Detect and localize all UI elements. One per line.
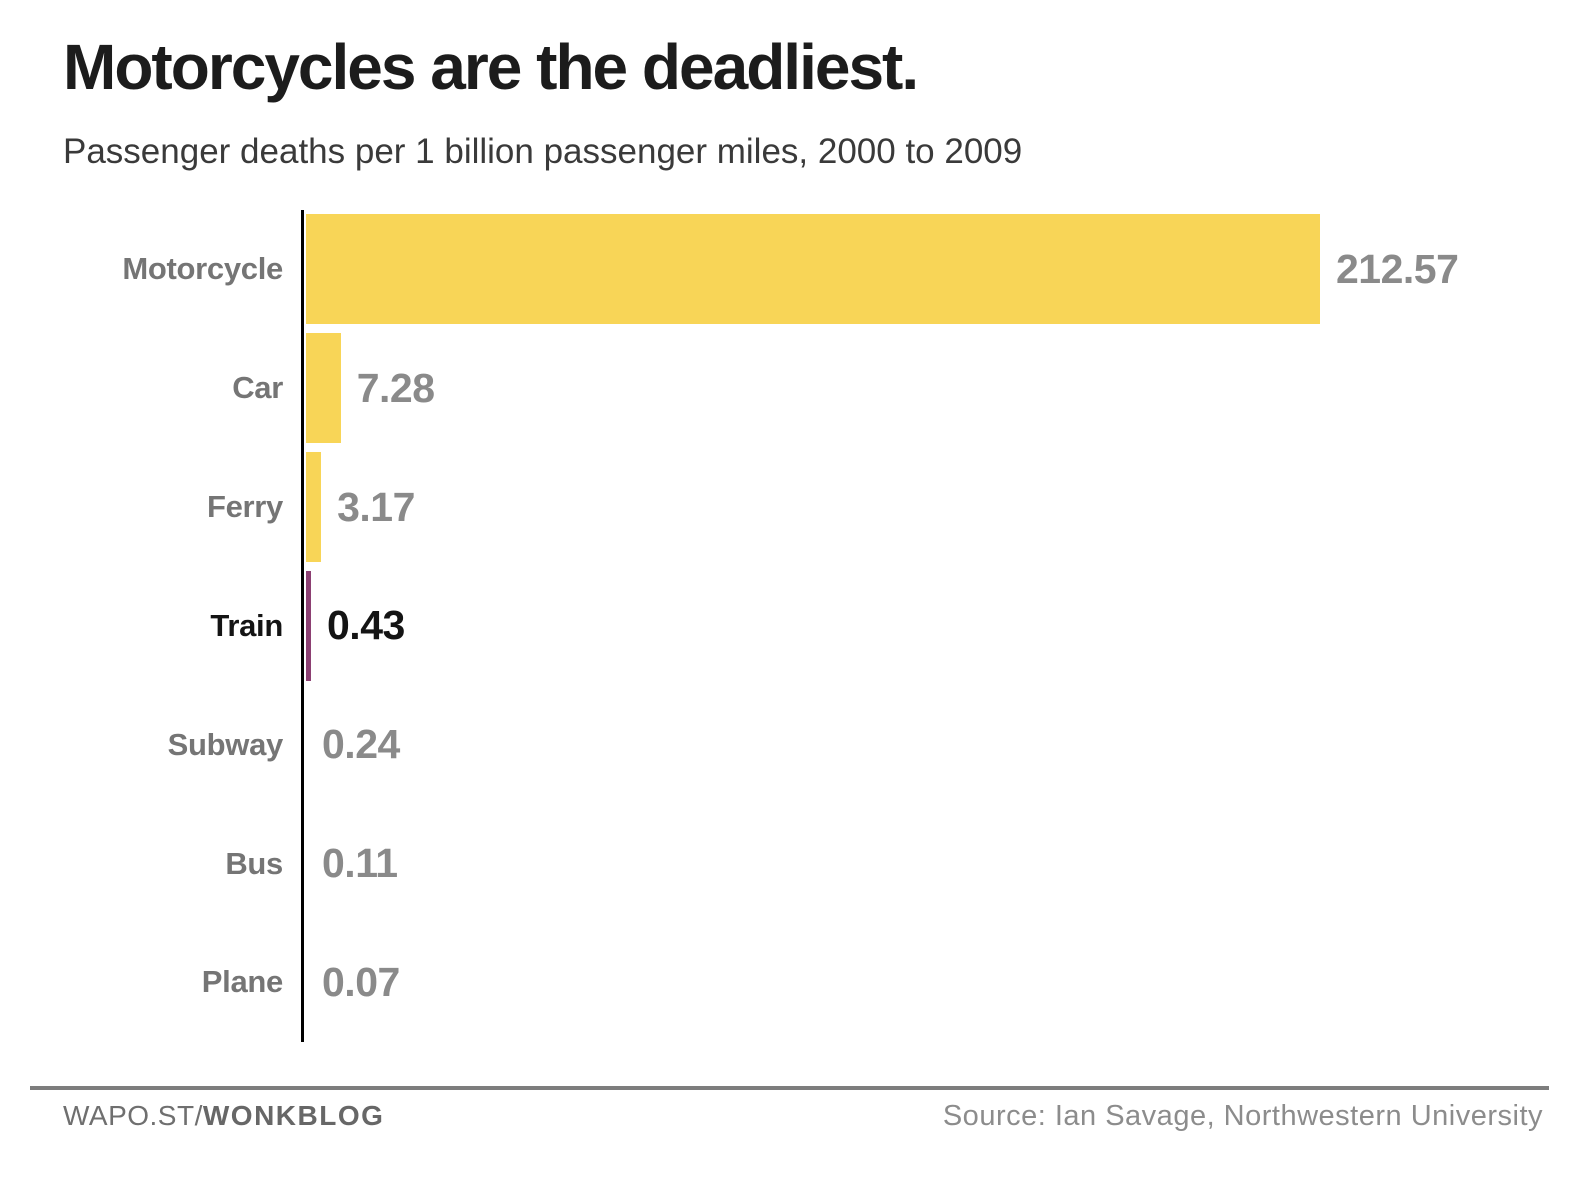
value-label: 0.43: [327, 602, 405, 649]
bar-row: Motorcycle 212.57: [0, 210, 1579, 329]
source-credit: Source: Ian Savage, Northwestern Univers…: [942, 1100, 1543, 1132]
bar-row: Ferry 3.17: [0, 448, 1579, 567]
value-label: 0.24: [322, 721, 400, 768]
category-label: Train: [210, 607, 283, 643]
brand-bold: WONKBLOG: [202, 1100, 385, 1131]
value-label: 3.17: [337, 483, 415, 530]
category-label: Bus: [225, 845, 283, 881]
category-label: Plane: [201, 964, 284, 1000]
bar-row: Car 7.28: [0, 329, 1579, 448]
value-label: 0.11: [322, 840, 398, 887]
bar-row: Plane 0.07: [0, 923, 1579, 1042]
chart-subtitle: Passenger deaths per 1 billion passenger…: [63, 132, 1023, 171]
bar-rows: Motorcycle 212.57 Car 7.28 Ferry 3.17 Train 0.4…: [0, 210, 1579, 1042]
bar: [306, 452, 322, 563]
y-axis-line: [301, 210, 304, 1042]
category-label: Ferry: [206, 489, 283, 525]
category-label: Motorcycle: [122, 251, 283, 287]
brand-prefix: WAPO.ST/: [63, 1100, 203, 1131]
chart-title: Motorcycles are the deadliest.: [63, 31, 919, 103]
bar: [306, 214, 1320, 325]
footer: WAPO.ST/WONKBLOG Source: Ian Savage, Nor…: [63, 1100, 1543, 1133]
category-label: Subway: [167, 726, 284, 762]
bar-highlighted: [306, 570, 311, 681]
category-label: Car: [232, 370, 283, 406]
bar-row: Subway 0.24: [0, 685, 1579, 804]
bar-row: Train 0.43: [0, 567, 1579, 686]
bar-chart: Motorcycle 212.57 Car 7.28 Ferry 3.17 Train 0.4…: [0, 210, 1579, 1042]
brand-link: WAPO.ST/WONKBLOG: [63, 1100, 384, 1132]
value-label: 7.28: [356, 364, 435, 411]
bar: [306, 333, 341, 444]
bar-row: Bus 0.11: [0, 804, 1579, 923]
footer-divider: [30, 1086, 1549, 1090]
value-label: 0.07: [322, 958, 400, 1005]
value-label: 212.57: [1336, 245, 1459, 292]
